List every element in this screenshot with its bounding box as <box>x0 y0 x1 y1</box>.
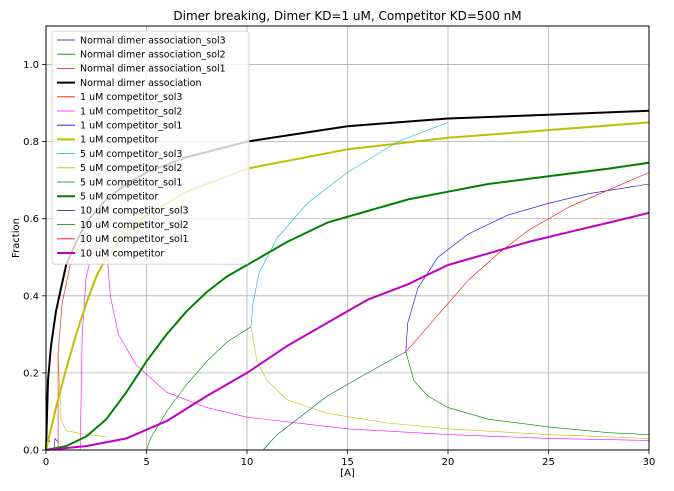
legend-entry: 5 uM competitor_sol3 <box>80 149 182 160</box>
branch-curve <box>57 353 107 437</box>
x-tick-label: 0 <box>43 457 49 468</box>
legend-entry: Normal dimer association_sol3 <box>80 35 226 46</box>
legend-entry: 10 uM competitor_sol3 <box>80 206 189 217</box>
legend: Normal dimer association_sol3 Normal dime… <box>51 30 250 265</box>
legend-entry: 5 uM competitor_sol2 <box>80 163 182 174</box>
legend-entry: 1 uM competitor <box>80 135 158 146</box>
x-axis-label: [A] <box>340 468 355 479</box>
legend-entry: 10 uM competitor <box>80 248 164 259</box>
y-tick-label: 0.2 <box>23 368 39 379</box>
chart-title: Dimer breaking, Dimer KD=1 uM, Competito… <box>173 9 521 23</box>
y-tick-label: 0.6 <box>23 214 39 225</box>
y-tick-label: 0.0 <box>23 446 39 457</box>
legend-entry: 10 uM competitor_sol1 <box>80 234 189 245</box>
legend-entry: 1 uM competitor_sol1 <box>80 121 182 132</box>
series-line <box>45 211 650 451</box>
x-tick-label: 20 <box>442 457 455 468</box>
series-line <box>405 351 650 435</box>
x-tick-label: 5 <box>143 457 149 468</box>
y-tick-label: 0.8 <box>23 137 39 148</box>
legend-entry: 5 uM competitor_sol1 <box>80 177 182 188</box>
x-tick-label: 30 <box>643 457 656 468</box>
legend-entry: 5 uM competitor <box>80 192 158 203</box>
series-line <box>405 172 650 352</box>
legend-box <box>51 30 250 265</box>
legend-entry: 10 uM competitor_sol2 <box>80 220 189 231</box>
legend-entry: 1 uM competitor_sol3 <box>80 92 182 103</box>
y-axis-label: Fraction <box>11 218 22 258</box>
series-line <box>45 161 650 451</box>
y-tick-label: 1.0 <box>23 60 39 71</box>
x-tick-label: 15 <box>341 457 354 468</box>
legend-entry: Normal dimer association_sol2 <box>80 50 226 61</box>
series-line <box>146 326 252 451</box>
legend-entry: Normal dimer association <box>80 78 202 89</box>
legend-entry: Normal dimer association_sol1 <box>80 64 226 75</box>
branch-curve <box>262 351 406 451</box>
series-line <box>250 122 449 327</box>
y-tick-label: 0.4 <box>23 291 39 302</box>
tick-layer: 0 5 10 15 20 25 30 0.0 0.2 0.4 0.6 0.8 1.0 <box>23 60 655 468</box>
branch-curve <box>53 438 59 451</box>
series-line <box>405 183 650 352</box>
x-tick-label: 10 <box>241 457 254 468</box>
x-tick-label: 25 <box>542 457 555 468</box>
legend-entry: 1 uM competitor_sol2 <box>80 106 182 117</box>
series-line <box>250 326 650 439</box>
series-line <box>106 245 650 441</box>
